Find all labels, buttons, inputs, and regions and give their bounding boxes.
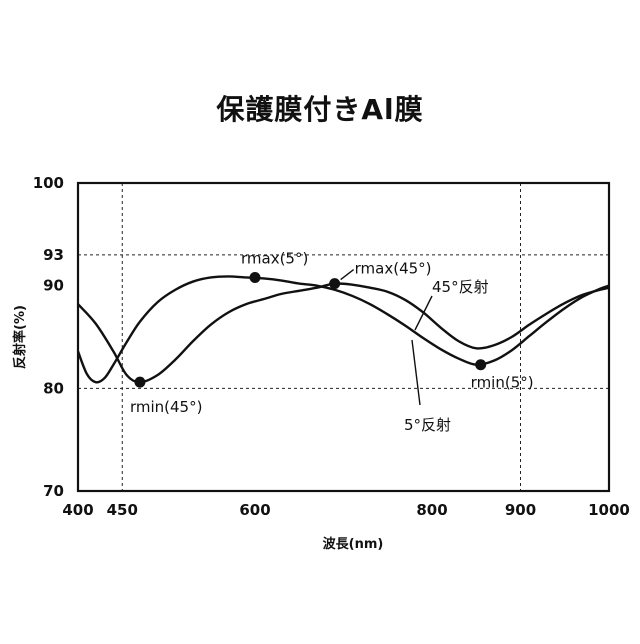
marker-label: rmax(45°) bbox=[355, 260, 432, 278]
y-tick-label: 93 bbox=[43, 246, 64, 264]
x-tick-label: 450 bbox=[107, 501, 138, 519]
marker-label: rmax(5°) bbox=[241, 249, 308, 267]
series-label-45deg: 45°反射 bbox=[432, 278, 489, 296]
chart-title: 保護膜付きAl膜 bbox=[0, 88, 640, 128]
x-tick-label: 600 bbox=[239, 501, 270, 519]
x-axis-label: 波長(nm) bbox=[323, 536, 384, 552]
series-leader-5deg bbox=[412, 340, 420, 405]
y-axis-label: 反射率(%) bbox=[12, 305, 28, 369]
series-line-5deg bbox=[78, 276, 609, 382]
y-tick-label: 80 bbox=[43, 379, 64, 397]
annotation-markers: rmax(5°) rmax(45°) rmin(45°) rmin(5°) 45°反射 5… bbox=[130, 249, 534, 434]
series-lines bbox=[78, 276, 609, 382]
y-tick-label: 90 bbox=[43, 277, 64, 295]
series-line-45deg bbox=[78, 283, 609, 382]
marker-point bbox=[329, 278, 340, 289]
marker-label: rmin(5°) bbox=[471, 374, 534, 392]
x-tick-label: 1000 bbox=[588, 501, 630, 519]
x-tick-label: 800 bbox=[416, 501, 447, 519]
y-tick-label: 100 bbox=[33, 174, 64, 192]
y-tick-label: 70 bbox=[43, 482, 64, 500]
x-tick-label: 900 bbox=[505, 501, 536, 519]
x-tick-label: 400 bbox=[62, 501, 93, 519]
marker-label: rmin(45°) bbox=[130, 398, 202, 416]
series-leader-45deg bbox=[415, 296, 432, 330]
marker-point bbox=[250, 272, 261, 283]
marker-leader bbox=[341, 270, 354, 280]
marker-point bbox=[134, 377, 145, 388]
marker-point bbox=[475, 359, 486, 370]
series-label-5deg: 5°反射 bbox=[404, 416, 451, 434]
